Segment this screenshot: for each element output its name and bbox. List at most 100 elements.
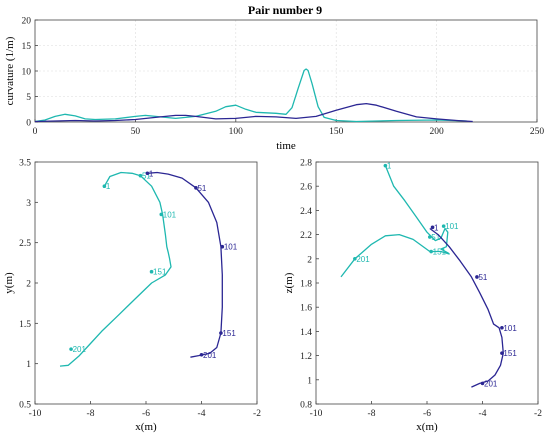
xy-series-2-point-label: 51 [197,184,206,193]
y-tick-label: 0.8 [300,401,312,411]
xz-series-2-marker [500,325,504,330]
y-tick-label: 2.8 [300,159,312,169]
xz-series-1-marker [429,249,433,254]
y-tick-label: 2.5 [19,239,31,249]
x-tick-label: -10 [310,409,323,419]
xz-ticks: -10 -8 -6 -4 -2 0.8 1 1.2 1.4 1.6 1.8 2 2.2 2.4 2.6 2.8 [300,159,542,420]
x-tick-label: 100 [229,127,244,137]
top-grid [35,20,537,122]
xz-series-1-marker [353,257,357,261]
xy-series-1-point-label: 51 [142,172,151,181]
xy-series-1-marker [69,347,73,351]
xy-series-2-marker [199,352,204,357]
top-y-label: curvature (1/m) [4,36,16,105]
y-tick-label: 1.2 [300,352,312,362]
xy-y-label: y(m) [3,272,15,294]
xz-series-1-line [340,165,450,278]
y-tick-label: 1.5 [19,320,31,330]
top-series-1-line [34,68,467,123]
xy-series-1-line [59,171,172,367]
xy-panel: -10 -8 -6 -4 -20.511.522.533.5 1511011512011… [3,159,261,434]
x-tick-label: -4 [198,409,206,419]
xz-panel: -10 -8 -6 -4 -2 0.8 1 1.2 1.4 1.6 1.8 2 2.2 2.4 2.6 2.8… [283,159,542,434]
xy-series-2-marker [145,171,150,176]
y-tick-label: 0 [26,119,31,129]
xy-series-2-point-label: 101 [224,243,238,252]
x-tick-label: 250 [530,127,545,137]
y-tick-label: 1.4 [300,328,312,338]
xy-series-1-point-label: 151 [153,268,167,277]
y-tick-label: 2 [307,255,312,265]
xz-series-2-line [429,227,504,388]
xz-series-2-point-label: 1 [434,223,439,232]
xz-series-1-marker [383,163,388,168]
top-series [34,68,473,123]
y-tick-label: 3.5 [19,159,31,169]
xz-series-2-marker [500,351,504,355]
xy-series-2-point-label: 1 [149,169,154,178]
xz-series-2-marker [475,275,479,279]
top-ticks: 0 50 100 150 200 250 0 5 10 15 20 [22,17,545,138]
y-tick-label: 2 [26,280,31,290]
xy-series-2-marker [220,244,225,249]
xy-series-2-marker [194,186,198,190]
top-panel: Pair number 9 0 50 100 150 200 250 0 5 10 15 20 ti… [4,3,544,152]
y-tick-label: 1.8 [300,280,312,290]
y-tick-label: 3 [26,199,31,209]
x-tick-label: -6 [423,409,431,419]
xz-series-1-marker [441,224,446,228]
xy-series-1-marker [159,212,164,217]
xy-series-1-point-label: 1 [106,182,111,191]
xz-series-2-marker [430,225,435,230]
xz-plot-area [315,161,539,405]
x-tick-label: -10 [29,409,42,419]
xy-series-1-point-label: 101 [163,210,177,219]
x-tick-label: -2 [534,409,542,419]
xy-series-1-marker [149,269,154,274]
x-tick-label: 150 [329,127,344,137]
y-tick-label: 2.6 [300,183,312,193]
chart-title: Pair number 9 [248,3,322,17]
xz-series-2-marker [480,381,485,386]
xy-ticks: -10 -8 -6 -4 -2 0.5 1 1.5 2 2.5 3 3.5 [19,159,261,420]
xy-series-2-point-label: 201 [203,351,217,360]
y-tick-label: 1.6 [300,304,312,314]
y-tick-label: 20 [22,17,32,27]
x-tick-label: -4 [479,409,487,419]
y-tick-label: 1 [26,360,31,370]
top-series-2-line [34,102,473,123]
xz-series-1-point-label: 51 [431,233,440,242]
x-tick-label: 200 [429,127,444,137]
xy-series-1-point-label: 201 [73,345,87,354]
xz-x-label: x(m) [416,421,438,433]
x-tick-label: -8 [368,409,376,419]
x-tick-label: -8 [87,409,95,419]
xz-series-1-point-label: 151 [433,248,447,257]
y-tick-label: 1 [307,376,312,386]
xz-series-1-point-label: 1 [387,162,392,171]
xy-series-1-marker [102,184,107,188]
top-plot-area [34,19,538,123]
y-tick-label: 0.5 [19,401,31,411]
top-x-label: time [276,140,296,152]
xy-plot-area [34,161,258,405]
xz-series-1-point-label: 201 [356,255,370,264]
xz-series-2-point-label: 151 [503,349,517,358]
y-tick-label: 5 [26,93,31,103]
xy-series-2-point-label: 151 [222,329,236,338]
x-tick-label: 50 [131,127,141,137]
x-tick-label: 0 [33,127,38,137]
y-tick-label: 2.4 [300,207,312,217]
y-tick-label: 2.2 [300,231,312,241]
y-tick-label: 15 [22,42,32,52]
xz-series-2-point-label: 51 [478,273,487,282]
x-tick-label: -2 [253,409,261,419]
xz-series-1-marker [427,235,432,239]
xy-series-1-marker [138,173,143,178]
xz-y-label: z(m) [283,272,295,293]
xy-series-2-marker [219,331,223,335]
xy-x-label: x(m) [135,421,157,433]
